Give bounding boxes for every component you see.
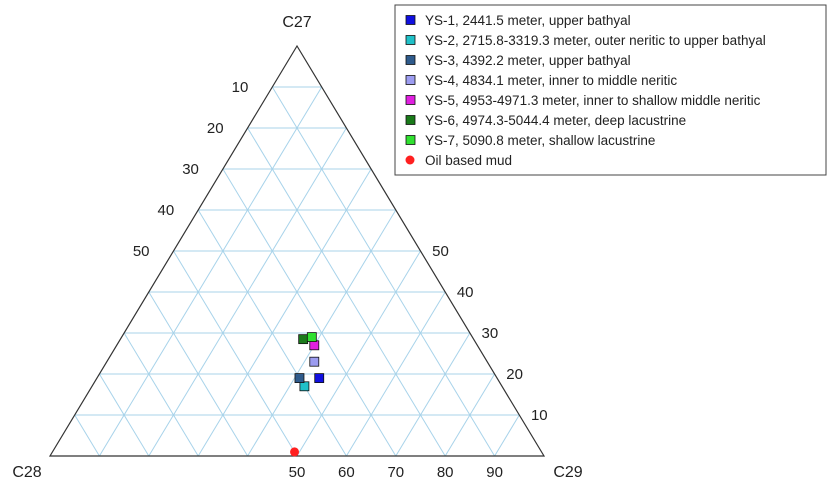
legend-marker	[405, 155, 415, 165]
legend-entry: Oil based mud	[425, 153, 512, 168]
tick-label-left: 30	[182, 161, 199, 178]
grid-line-c28-10	[271, 86, 496, 457]
triangle-frame	[48, 44, 546, 457]
data-point-6	[298, 334, 309, 345]
legend-marker	[405, 35, 416, 45]
triangle-outline	[48, 44, 546, 457]
grid-lines	[74, 86, 520, 457]
legend-entry: YS-6, 4974.3-5044.4 meter, deep lacustri…	[425, 113, 686, 128]
tick-label-bottom: 70	[387, 464, 404, 479]
grid-line-c28-30	[222, 168, 397, 457]
legend-entry: YS-4, 4834.1 meter, inner to middle neri…	[425, 73, 677, 88]
legend-entry: YS-3, 4392.2 meter, upper bathyal	[425, 53, 631, 68]
tick-label-left: 40	[158, 202, 175, 219]
tick-labels: 10 20 30 40 50 50 40 30 20 10 50 60 70 80 90	[133, 79, 548, 479]
legend-entry: YS-7, 5090.8 meter, shallow lacustrine	[425, 133, 655, 148]
data-points	[290, 332, 325, 457]
data-point-5	[309, 340, 320, 351]
grid-line-c29-50	[296, 250, 421, 457]
data-point-7	[306, 332, 317, 343]
data-point-3	[294, 373, 305, 384]
tick-label-right: 30	[482, 325, 499, 342]
vertex-labels: C27 C28 C29	[12, 14, 582, 479]
grid-line-c29-10	[98, 86, 323, 457]
grid-line-c29-70	[395, 332, 471, 457]
grid-line-c29-80	[444, 373, 496, 457]
data-point-1	[314, 373, 325, 384]
vertex-label-top: C27	[282, 14, 311, 31]
tick-label-left: 50	[133, 243, 150, 260]
vertex-label-left: C28	[12, 464, 41, 479]
tick-label-right: 40	[457, 284, 474, 301]
legend-marker	[405, 15, 416, 25]
grid-line-c28-80	[98, 373, 150, 457]
tick-label-bottom: 60	[338, 464, 355, 479]
legend-marker	[405, 75, 416, 85]
tick-label-left: 10	[232, 79, 249, 96]
legend-entry: YS-5, 4953-4971.3 meter, inner to shallo…	[425, 93, 761, 108]
legend-marker	[405, 95, 416, 105]
grid-line-c29-90	[494, 414, 520, 457]
legend-entry: YS-2, 2715.8-3319.3 meter, outer neritic…	[425, 33, 766, 48]
legend-marker	[405, 55, 416, 65]
grid-line-c28-50	[173, 250, 298, 457]
data-point-2	[299, 381, 310, 392]
legend-entry: YS-1, 2441.5 meter, upper bathyal	[425, 13, 631, 28]
data-point-4	[309, 356, 320, 367]
tick-label-bottom: 90	[486, 464, 503, 479]
tick-label-right: 50	[432, 243, 449, 260]
legend-box	[394, 4, 827, 176]
grid-line-c29-60	[345, 291, 446, 457]
tick-label-bottom: 80	[437, 464, 454, 479]
legend-marker	[405, 135, 416, 145]
tick-label-left: 20	[207, 120, 224, 137]
grid-line-c28-60	[148, 291, 249, 457]
vertex-label-right: C29	[553, 464, 582, 479]
legend-marker	[405, 115, 416, 125]
grid-line-c28-90	[74, 414, 100, 457]
data-point-8	[290, 447, 300, 457]
tick-label-bottom: 50	[289, 464, 306, 479]
legend: YS-1, 2441.5 meter, upper bathyal YS-2, 2…	[394, 4, 827, 176]
tick-label-right: 20	[506, 366, 523, 383]
grid-line-c28-70	[123, 332, 199, 457]
tick-label-right: 10	[531, 407, 548, 424]
grid-line-c29-30	[197, 168, 372, 457]
